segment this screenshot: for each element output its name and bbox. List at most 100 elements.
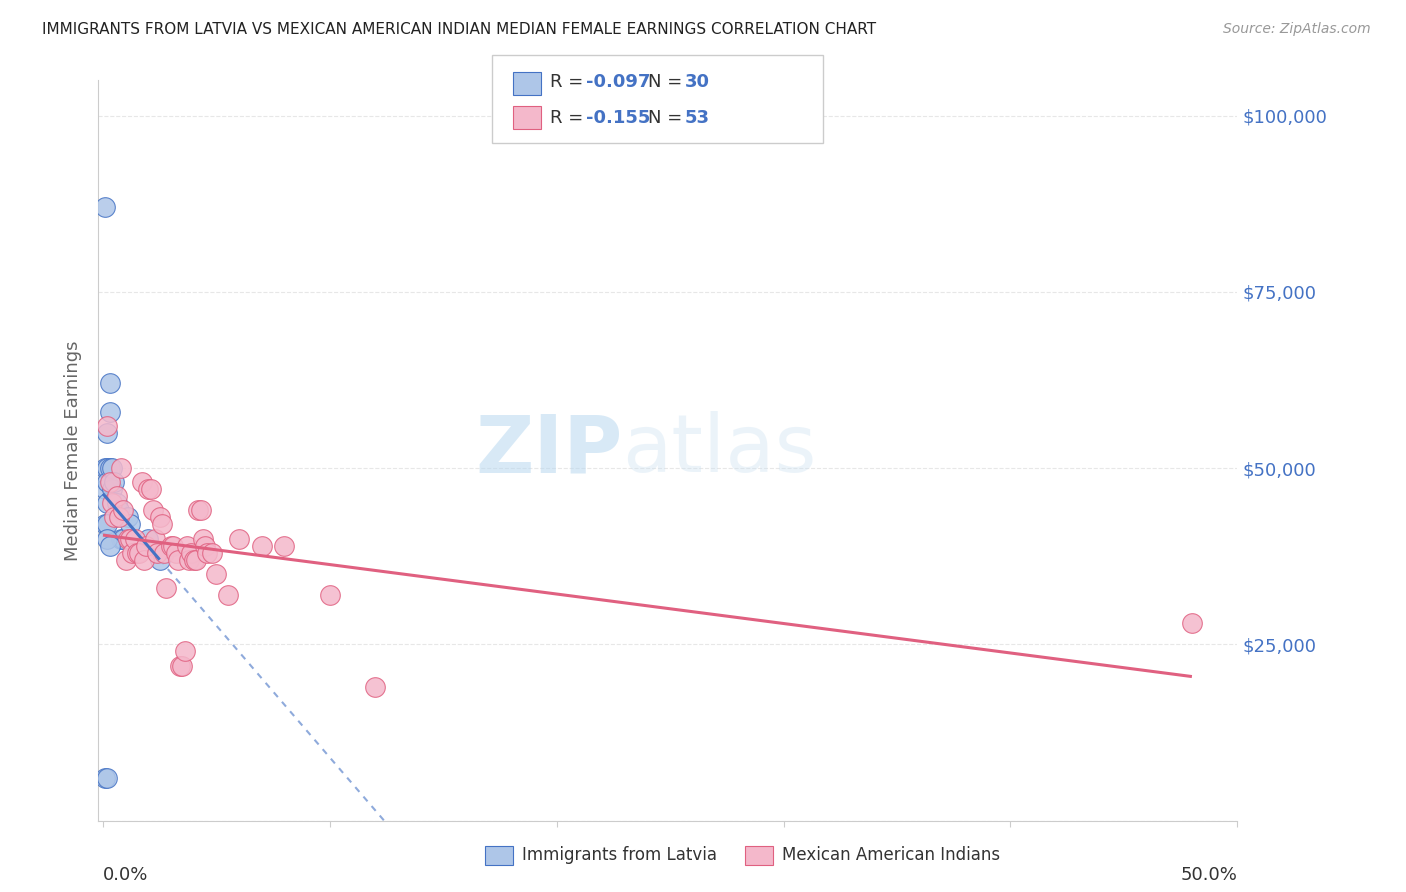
Point [108,503,131,517]
Point [98,461,121,475]
Text: atlas: atlas [623,411,817,490]
Point [105,489,128,503]
Text: 0.0%: 0.0% [103,866,148,885]
Point [101,482,124,496]
Point [160,539,183,553]
Point [184,553,207,567]
Point [173,644,195,658]
Point [98,405,121,419]
Point [96,418,118,433]
Point [149,510,172,524]
Text: N =: N = [648,109,688,127]
Point [179,553,201,567]
Text: N =: N = [648,73,688,91]
Point [131,475,153,490]
Point [117,532,139,546]
Point [96,496,118,510]
Point [131,539,153,553]
Point [201,546,224,560]
Point [153,546,176,560]
Point [194,539,217,553]
Point [94,461,117,475]
Text: -0.155: -0.155 [586,109,651,127]
Text: Source: ZipAtlas.com: Source: ZipAtlas.com [1223,22,1371,37]
Point [319,588,342,602]
Point [150,517,173,532]
Text: 53: 53 [685,109,710,127]
Point [139,482,162,496]
Point [121,546,143,560]
Point [142,503,165,517]
Text: Mexican American Indians: Mexican American Indians [782,847,1000,864]
Point [96,517,118,532]
Text: -0.097: -0.097 [586,73,651,91]
Point [103,475,125,490]
Point [176,539,198,553]
Point [96,461,118,475]
Text: R =: R = [550,109,589,127]
Point [101,461,124,475]
Point [117,510,139,524]
Point [98,376,121,391]
Point [94,200,117,214]
Point [180,546,202,560]
Point [94,517,117,532]
Text: IMMIGRANTS FROM LATVIA VS MEXICAN AMERICAN INDIAN MEDIAN FEMALE EARNINGS CORRELA: IMMIGRANTS FROM LATVIA VS MEXICAN AMERIC… [42,22,876,37]
Point [112,503,135,517]
Point [149,553,172,567]
Point [364,680,387,694]
Point [195,546,218,560]
Point [165,546,187,560]
Point [250,539,273,553]
Point [136,482,159,496]
Point [146,546,169,560]
Point [94,482,117,496]
Text: ZIP: ZIP [475,411,623,490]
Point [96,475,118,490]
Point [128,546,150,560]
Point [191,532,214,546]
Point [143,532,166,546]
Point [98,475,121,490]
Point [96,772,118,786]
Text: Immigrants from Latvia: Immigrants from Latvia [522,847,717,864]
Point [98,539,121,553]
Point [103,510,125,524]
Point [125,546,148,560]
Point [110,532,132,546]
Point [155,581,177,595]
Point [183,553,205,567]
Point [190,503,212,517]
Point [124,532,146,546]
Point [136,532,159,546]
Point [162,539,184,553]
Point [125,539,148,553]
Point [172,658,194,673]
Point [105,496,128,510]
Point [101,496,124,510]
Point [108,510,131,524]
Point [110,461,132,475]
Point [120,532,142,546]
Point [132,553,155,567]
Point [228,532,250,546]
Point [94,772,117,786]
Point [96,532,118,546]
Point [205,566,228,581]
Point [166,553,188,567]
Point [217,588,239,602]
Point [169,658,191,673]
Point [112,532,135,546]
Point [187,503,209,517]
Text: 30: 30 [685,73,710,91]
Y-axis label: Median Female Earnings: Median Female Earnings [63,340,82,561]
Point [120,517,142,532]
Text: R =: R = [550,73,589,91]
Point [1181,616,1204,631]
Point [114,553,136,567]
Point [135,539,157,553]
Text: 50.0%: 50.0% [1181,866,1237,885]
Point [103,510,125,524]
Point [273,539,295,553]
Point [96,425,118,440]
